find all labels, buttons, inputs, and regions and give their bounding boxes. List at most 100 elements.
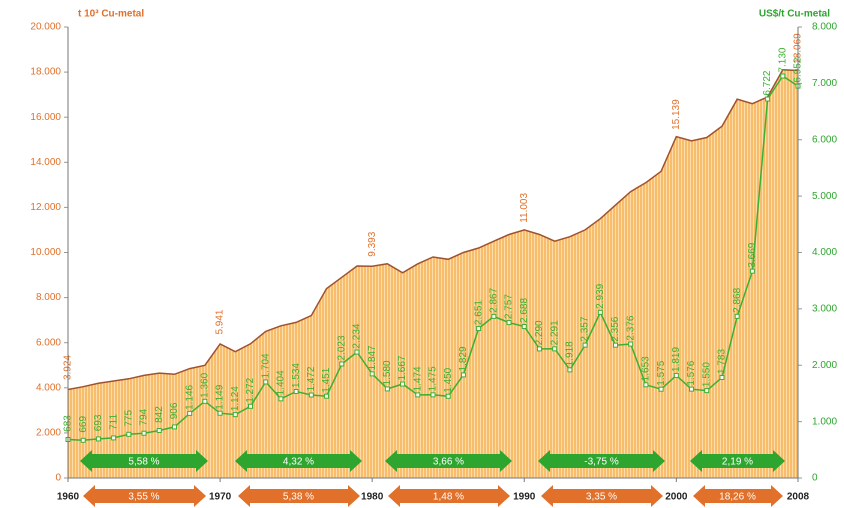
price-label: 1.146 (184, 384, 195, 409)
y2-tick-label: 6.000 (812, 134, 837, 145)
price-growth-label: 3,66 % (433, 457, 464, 468)
price-point (430, 392, 436, 398)
price-point (308, 392, 314, 398)
production-area (68, 69, 798, 479)
price-label: 2.867 (488, 287, 499, 312)
price-label: 775 (123, 410, 134, 427)
price-point (384, 386, 390, 392)
production-label: 11.003 (519, 193, 530, 223)
production-growth-arrow (83, 485, 206, 507)
price-point (217, 410, 223, 416)
price-growth-label: 2,19 % (722, 457, 753, 468)
price-label: 2.290 (534, 320, 545, 345)
production-growth-label: 3,55 % (128, 492, 159, 503)
price-label: 1.847 (367, 345, 378, 370)
price-point (582, 342, 588, 348)
price-label: 1.472 (306, 366, 317, 391)
price-label: 1.474 (412, 366, 423, 391)
price-point (689, 386, 695, 392)
price-growth-arrow (538, 450, 665, 472)
price-label: 6.722 (762, 70, 773, 95)
price-point (780, 73, 786, 79)
price-label: 1.451 (321, 367, 332, 392)
price-label: 1.819 (671, 347, 682, 372)
production-growth-arrow (693, 485, 783, 507)
price-label: 1.575 (656, 360, 667, 385)
price-point (445, 393, 451, 399)
price-point (552, 346, 558, 352)
price-label: 906 (169, 402, 180, 419)
price-point (156, 428, 162, 434)
y2-tick-label: 3.000 (812, 304, 837, 315)
price-label: 842 (154, 406, 165, 423)
x-tick-label: 1990 (513, 492, 536, 503)
price-point (171, 424, 177, 430)
price-point (415, 392, 421, 398)
price-label: 1.829 (458, 346, 469, 371)
price-label: 794 (139, 408, 150, 425)
price-point (673, 372, 679, 378)
y2-tick-label: 2.000 (812, 360, 837, 371)
production-label: 5.941 (215, 309, 226, 334)
y2-tick-label: 8.000 (812, 22, 837, 33)
price-label: 2.757 (504, 294, 515, 319)
price-label: 1.360 (200, 372, 211, 397)
price-point (658, 386, 664, 392)
price-point (749, 268, 755, 274)
price-point (567, 367, 573, 373)
price-point (491, 313, 497, 319)
price-label: 1.550 (701, 362, 712, 387)
production-label: 9.393 (367, 231, 378, 256)
price-label: 1.667 (397, 355, 408, 380)
y-tick-label: 4.000 (36, 382, 61, 393)
y2-tick-label: 1.000 (812, 416, 837, 427)
price-label: 1.653 (641, 356, 652, 381)
price-growth-arrow (235, 450, 362, 472)
y-axis-title: t 10³ Cu-metal (78, 9, 144, 20)
price-label: 2.023 (336, 335, 347, 360)
production-growth-arrow (388, 485, 510, 507)
price-label: 2.357 (580, 316, 591, 341)
price-point (141, 430, 147, 436)
price-label: 2.356 (610, 316, 621, 341)
price-point (324, 393, 330, 399)
price-label: 1.149 (215, 384, 226, 409)
price-point (765, 96, 771, 102)
price-label: 2.688 (519, 298, 530, 323)
x-tick-label: 1980 (361, 492, 384, 503)
price-point (536, 346, 542, 352)
price-label: 1.576 (686, 360, 697, 385)
price-label: 2.651 (473, 300, 484, 325)
y-tick-label: 10.000 (30, 247, 61, 258)
y-tick-label: 2.000 (36, 428, 61, 439)
price-point (400, 381, 406, 387)
price-label: 693 (93, 414, 104, 431)
x-tick-label: 2000 (665, 492, 688, 503)
price-point (126, 431, 132, 437)
price-point (95, 436, 101, 442)
price-point (476, 326, 482, 332)
price-growth-label: 5,58 % (128, 457, 159, 468)
price-label: 1.580 (382, 360, 393, 385)
production-growth-arrow (541, 485, 663, 507)
x-tick-label: 2008 (787, 492, 810, 503)
price-label: 1.534 (291, 363, 302, 388)
price-label: 711 (108, 414, 119, 430)
price-label: 2.234 (352, 323, 363, 348)
price-point (704, 388, 710, 394)
price-point (734, 313, 740, 319)
y2-tick-label: 5.000 (812, 191, 837, 202)
y-tick-label: 20.000 (30, 22, 61, 33)
price-label: 2.376 (625, 315, 636, 340)
price-point (293, 389, 299, 395)
production-growth-arrow (238, 485, 360, 507)
y2-axis-title: US$/t Cu-metal (759, 9, 830, 20)
price-label: 1.450 (443, 367, 454, 392)
price-growth-arrow (385, 450, 512, 472)
price-growth-label: 4,32 % (283, 457, 314, 468)
price-label: 3.669 (747, 242, 758, 267)
y2-tick-label: 4.000 (812, 247, 837, 258)
y-tick-label: 0 (55, 473, 61, 484)
y2-tick-label: 7.000 (812, 78, 837, 89)
